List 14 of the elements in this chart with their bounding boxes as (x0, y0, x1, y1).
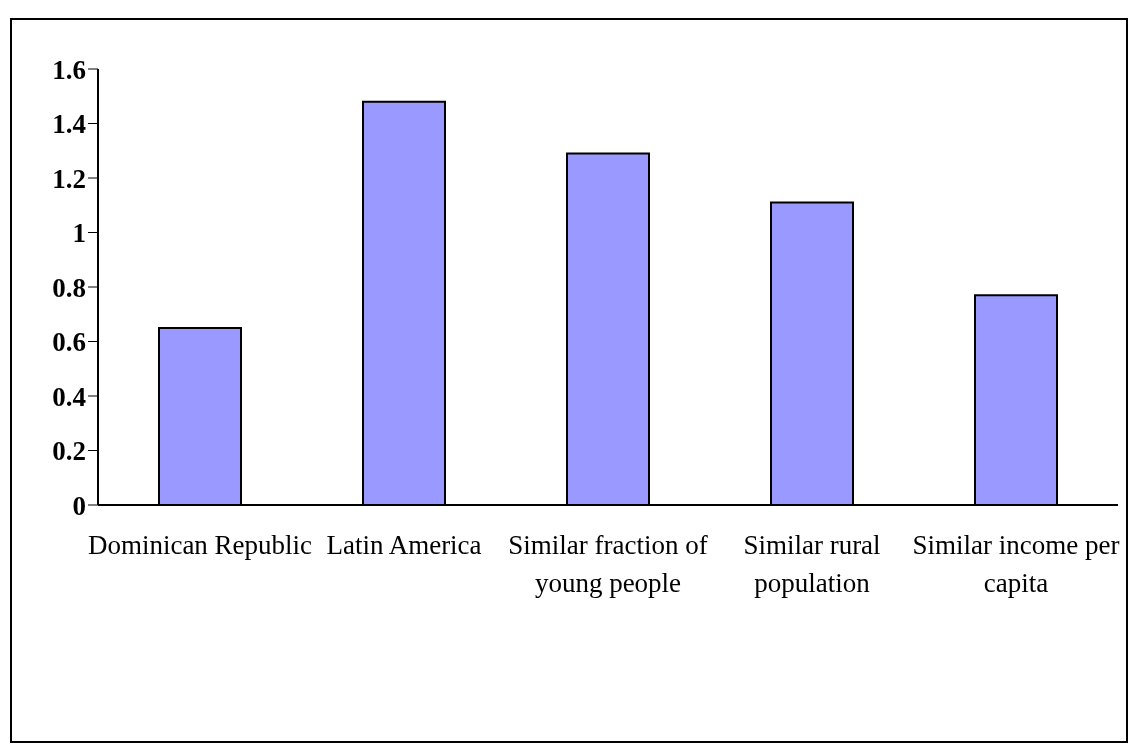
x-tick-label: Latin America (326, 530, 482, 561)
y-tick-label: 0.4 (52, 381, 86, 412)
y-tick-label: 1.4 (52, 109, 86, 140)
y-tick-label: 0 (72, 490, 86, 521)
y-tick-label: 1.6 (52, 54, 86, 85)
y-tick-label: 1 (72, 218, 86, 249)
x-tick-label: Similar fraction of young people (508, 530, 708, 599)
y-tick-label: 0.2 (52, 436, 86, 467)
x-tick-label: Similar rural population (743, 530, 881, 599)
y-tick-label: 0.8 (52, 272, 86, 303)
y-tick-label: 1.2 (52, 163, 86, 194)
x-tick-label: Dominican Republic (87, 530, 313, 561)
y-tick-label: 0.6 (52, 327, 86, 358)
x-tick-label: Similar income per capita (912, 530, 1120, 599)
